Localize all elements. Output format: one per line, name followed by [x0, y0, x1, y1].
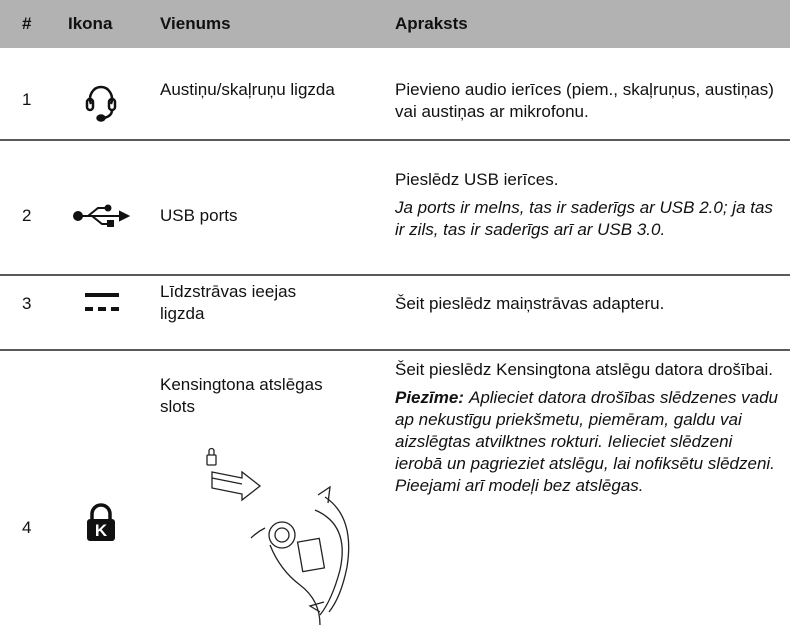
item-name: Austiņu/skaļruņu ligzda: [160, 80, 335, 99]
row-number: 4: [22, 518, 32, 537]
kensington-icon: K: [87, 503, 115, 541]
note: Piezīme: Aplieciet datora drošības slēdze…: [395, 387, 781, 497]
note: Ja ports ir melns, tas ir saderīgs ar US…: [395, 197, 781, 241]
row-separator: [0, 139, 790, 141]
description: Šeit pieslēdz maiņstrāvas adapteru.: [395, 293, 781, 315]
description-text: Pievieno audio ierīces (piem., skaļruņus…: [395, 80, 774, 121]
note-text: Aplieciet datora drošības slēdzenes vadu…: [395, 388, 779, 495]
lock-illustration: [206, 447, 350, 626]
usb-icon: [73, 204, 131, 227]
svg-text:K: K: [95, 521, 108, 540]
item-name: USB ports: [160, 206, 238, 225]
description-text: Šeit pieslēdz maiņstrāvas adapteru.: [395, 294, 665, 313]
header-cell: Ikona: [68, 14, 113, 33]
headset-icon: [85, 85, 117, 122]
description: Šeit pieslēdz Kensingtona atslēgu datora…: [395, 359, 781, 497]
row-number: 2: [22, 206, 32, 225]
description: Pievieno audio ierīces (piem., skaļruņus…: [395, 79, 781, 123]
item-name: Līdzstrāvas ieejas ligzda: [160, 282, 297, 323]
row-separator: [0, 274, 790, 276]
note-text: Ja ports ir melns, tas ir saderīgs ar US…: [395, 198, 773, 239]
header-cell: Apraksts: [395, 14, 468, 33]
note-label: Piezīme:: [395, 388, 464, 407]
description-text: Pieslēdz USB ierīces.: [395, 170, 559, 189]
header-cell: Vienums: [160, 14, 231, 33]
header-cell: #: [22, 14, 32, 33]
row-separator: [0, 349, 790, 351]
row-number: 3: [22, 294, 32, 313]
row-number: 1: [22, 90, 32, 109]
description-text: Šeit pieslēdz Kensingtona atslēgu datora…: [395, 360, 774, 379]
header-row: # Ikona Vienums Apraksts: [0, 0, 790, 48]
dc-icon: [85, 293, 119, 311]
item-name: Kensingtona atslēgas slots: [160, 375, 323, 416]
description: Pieslēdz USB ierīces. Ja ports ir melns, …: [395, 169, 781, 241]
